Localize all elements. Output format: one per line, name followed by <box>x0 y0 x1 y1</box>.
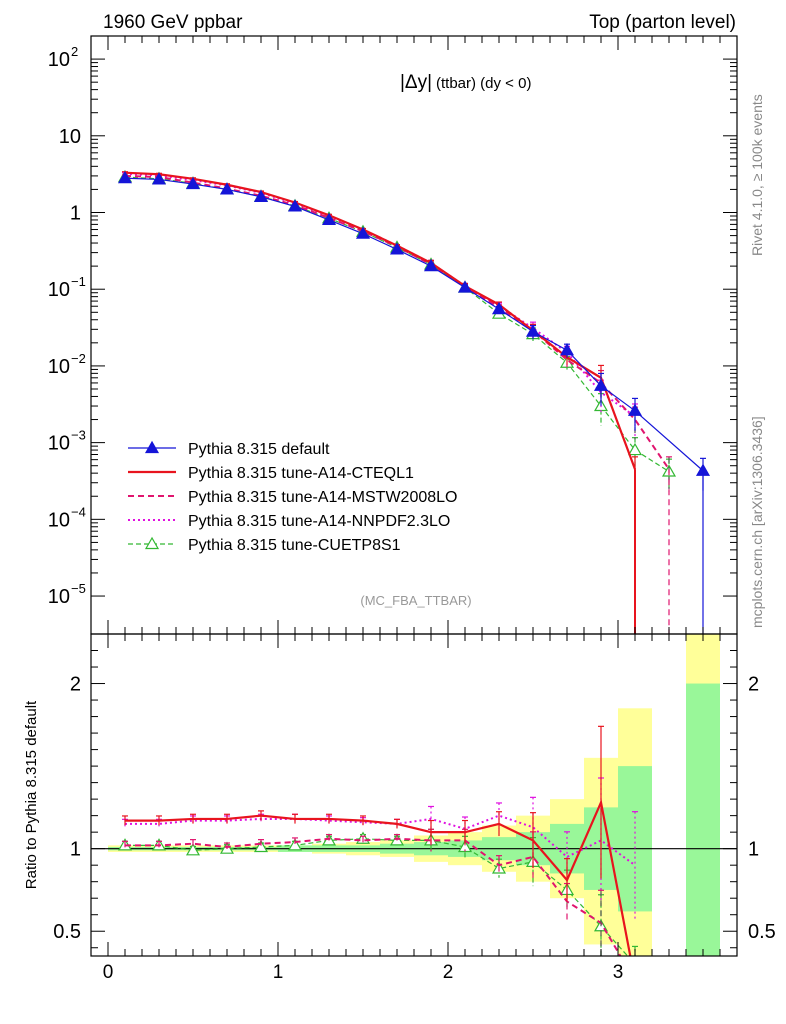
y-top-tick-label-4: 10 <box>48 356 70 378</box>
plot-title-suffix: (ttbar) (dy < 0) <box>436 75 531 92</box>
ratio-cuetp8s1-point-4 <box>253 839 269 853</box>
header-left-label: 1960 GeV ppbar <box>103 12 243 33</box>
top-default-point-1 <box>151 172 167 185</box>
x-tick-label-1: 1 <box>273 962 284 983</box>
legend-label-nnpdf: Pythia 8.315 tune-A14-NNPDF2.3LO <box>188 513 450 530</box>
ratio-y-axis-label: Ratio to Pythia 8.315 default <box>23 700 40 889</box>
x-tick-label-3: 3 <box>613 962 624 983</box>
y-ratio-tick-label-left-0: 0.5 <box>53 921 81 943</box>
top-default-point-7 <box>355 226 371 239</box>
legend-label-default: Pythia 8.315 default <box>188 441 330 458</box>
top-default-point-12 <box>525 324 541 337</box>
y-top-tick-exp-5: −3 <box>71 428 86 443</box>
header-right-label: Top (parton level) <box>589 12 736 33</box>
y-top-tick-exp-7: −5 <box>71 581 86 596</box>
ratio-cuetp8s1-point-5 <box>287 838 303 851</box>
legend-label-cuetp8s1: Pythia 8.315 tune-CUETP8S1 <box>188 537 401 554</box>
top-cuetp8s1-point-15 <box>627 442 643 456</box>
analysis-watermark: (MC_FBA_TTBAR) <box>360 593 471 608</box>
mcplots-reference-label: mcplots.cern.ch [arXiv:1306.3436] <box>749 416 765 628</box>
y-top-tick-exp-6: −4 <box>71 504 86 519</box>
top-default-point-6 <box>321 212 337 226</box>
band-green-16 <box>686 683 720 956</box>
y-top-tick-label-6: 10 <box>48 509 70 531</box>
ratio-panel-series <box>117 725 641 969</box>
y-ratio-tick-label-left-2: 2 <box>70 674 81 696</box>
top-mstw-line <box>124 174 670 470</box>
top-default-point-2 <box>185 176 201 190</box>
top-default-point-9 <box>423 258 439 272</box>
top-cteql1-line <box>124 171 637 470</box>
top-default-point-5 <box>287 199 303 212</box>
y-top-tick-exp-4: −2 <box>71 351 86 366</box>
y-top-tick-exp-3: −1 <box>71 274 86 289</box>
ratio-cuetp8s1-point-2 <box>185 843 201 856</box>
top-default-point-4 <box>253 189 269 202</box>
top-default-point-11 <box>491 301 507 315</box>
ratio-cuetp8s1-point-10 <box>457 839 473 853</box>
legend-label-mstw: Pythia 8.315 tune-A14-MSTW2008LO <box>188 489 457 506</box>
top-cuetp8s1-line <box>124 176 670 473</box>
top-default-point-0 <box>117 170 133 184</box>
top-default-point-15 <box>627 403 643 416</box>
x-tick-label-2: 2 <box>443 962 454 983</box>
y-top-tick-label-7: 10 <box>48 586 70 608</box>
y-ratio-tick-label-right-1: 1 <box>748 839 759 861</box>
top-nnpdf-line <box>124 172 636 418</box>
legend: Pythia 8.315 default Pythia 8.315 tune-A1… <box>128 440 457 554</box>
ratio-cteql1-line <box>125 798 632 956</box>
y-ratio-tick-label-left-1: 1 <box>70 839 81 861</box>
top-default-line <box>124 177 704 472</box>
y-top-tick-exp-0: 2 <box>71 44 78 59</box>
top-default-point-14 <box>593 378 609 391</box>
top-default-point-13 <box>559 343 575 356</box>
legend-marker-cuetp8s1 <box>144 536 160 550</box>
main-panel-series <box>117 169 711 634</box>
y-top-tick-label-5: 10 <box>48 433 70 455</box>
ratio-cuetp8s1-point-15 <box>629 958 641 969</box>
y-ratio-tick-label-right-2: 2 <box>748 674 759 696</box>
y-top-tick-label-3: 10 <box>48 279 70 301</box>
band-green-15 <box>618 766 652 912</box>
plot-title-symbol: |Δy| <box>400 72 432 93</box>
top-default-point-3 <box>219 182 235 195</box>
legend-marker-default <box>144 440 160 454</box>
y-top-tick-label-1: 10 <box>59 126 81 148</box>
x-tick-label-0: 0 <box>103 962 114 983</box>
y-ratio-tick-label-right-0: 0.5 <box>748 921 776 943</box>
rivet-version-label: Rivet 4.1.0, ≥ 100k events <box>749 94 765 256</box>
top-default-point-8 <box>389 242 405 255</box>
y-top-tick-label-2: 1 <box>70 203 81 225</box>
ratio-uncertainty-bands <box>108 634 720 956</box>
legend-label-cteql1: Pythia 8.315 tune-A14-CTEQL1 <box>188 465 414 482</box>
ratio-mstw-line <box>125 837 622 956</box>
y-top-tick-label-0: 10 <box>48 49 70 71</box>
top-default-point-10 <box>457 280 473 293</box>
